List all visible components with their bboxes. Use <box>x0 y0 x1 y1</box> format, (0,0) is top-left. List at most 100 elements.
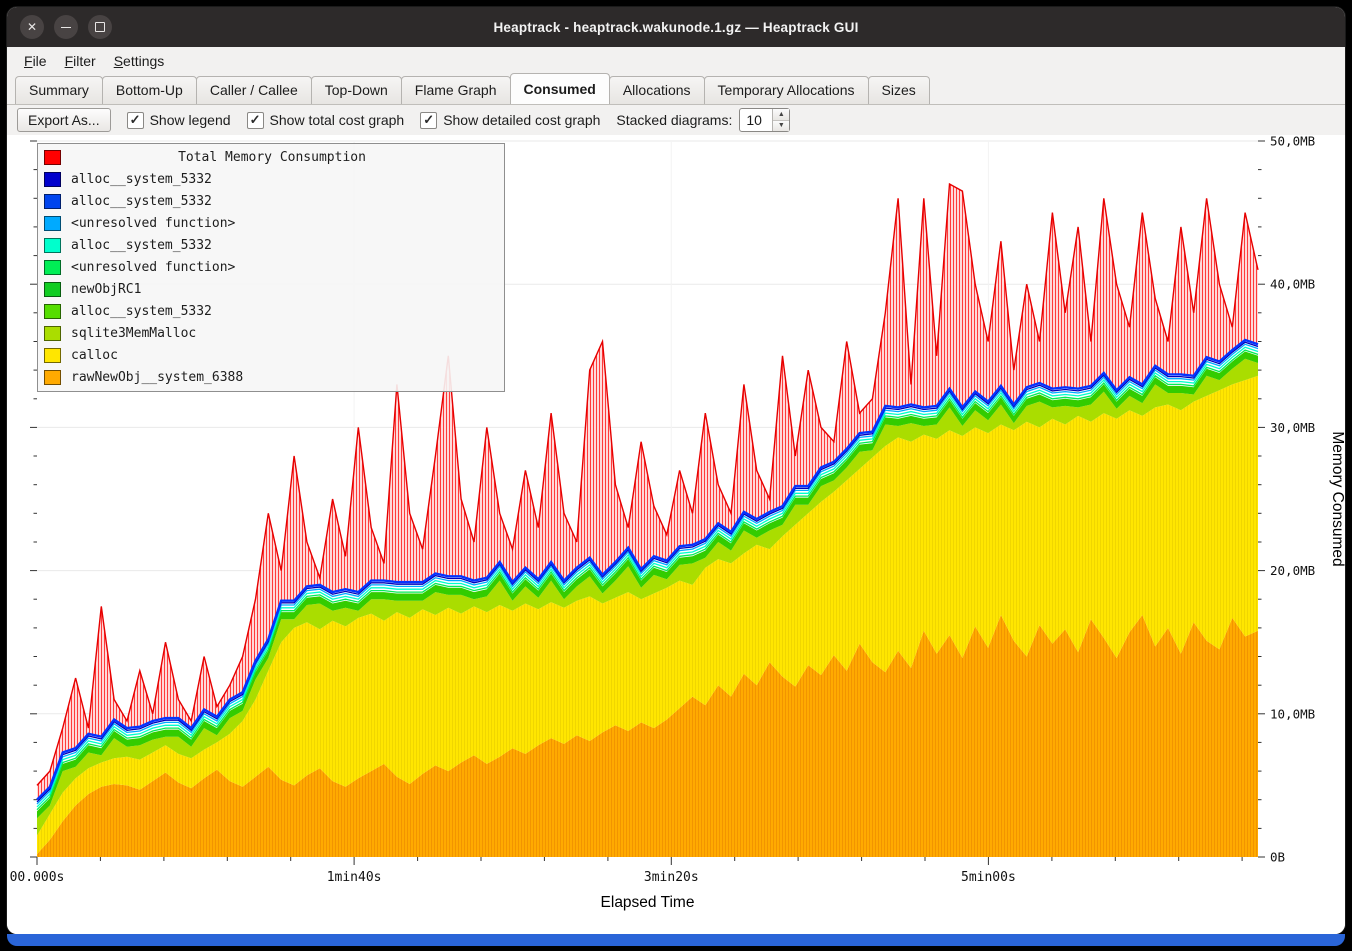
legend-item: alloc__system_5332 <box>38 168 504 190</box>
legend-label: alloc__system_5332 <box>71 303 212 319</box>
stacked-diagrams-label: Stacked diagrams: <box>616 112 733 128</box>
thin-line-2 <box>36 343 1259 805</box>
series-total-line <box>36 182 1259 786</box>
heaptrack-window: ✕ Heaptrack - heaptrack.wakunode.1.gz — … <box>7 7 1345 934</box>
legend-label: calloc <box>71 347 118 363</box>
legend-item: alloc__system_5332 <box>38 300 504 322</box>
checkbox-box[interactable]: ✓ <box>126 111 144 129</box>
stacked-diagrams-spinner[interactable]: 10 ▲ ▼ <box>739 108 791 132</box>
legend-label: rawNewObj__system_6388 <box>71 369 244 385</box>
series-rawnewobj <box>37 615 1258 857</box>
x-tick-label: 5min00s <box>961 870 1016 885</box>
legend-swatch <box>44 259 61 275</box>
tabbar: Summary Bottom-Up Caller / Callee Top-Do… <box>7 73 1345 105</box>
checkbox-label: Show detailed cost graph <box>443 112 601 128</box>
chart-legend: Total Memory Consumption alloc__system_53… <box>37 143 505 392</box>
checkbox-show-total-cost-graph[interactable]: ✓ Show total cost graph <box>246 111 405 129</box>
menu-settings[interactable]: Settings <box>113 53 165 69</box>
series-green-group <box>37 351 1258 819</box>
legend-swatch <box>44 171 61 187</box>
maximize-icon <box>95 22 105 32</box>
tab-top-down[interactable]: Top-Down <box>310 76 402 104</box>
checkbox-box[interactable]: ✓ <box>420 111 438 129</box>
legend-label: <unresolved function> <box>71 259 236 275</box>
checkbox-show-detailed-cost-graph[interactable]: ✓ Show detailed cost graph <box>420 111 601 129</box>
thin-line-1 <box>36 346 1259 808</box>
spinner-up-button[interactable]: ▲ <box>773 109 790 121</box>
menubar: File Filter Settings <box>7 47 1345 75</box>
legend-item: alloc__system_5332 <box>38 190 504 212</box>
series-calloc <box>37 375 1258 855</box>
legend-swatch <box>44 347 61 363</box>
check-icon: ✓ <box>249 112 261 127</box>
legend-swatch <box>44 237 61 253</box>
legend-swatch <box>44 325 61 341</box>
checkbox-show-legend[interactable]: ✓ Show legend <box>126 111 231 129</box>
legend-item: rawNewObj__system_6388 <box>38 366 504 388</box>
tab-caller-callee[interactable]: Caller / Callee <box>195 76 312 104</box>
check-icon: ✓ <box>423 112 435 127</box>
legend-label: alloc__system_5332 <box>71 193 212 209</box>
close-button[interactable]: ✕ <box>20 15 44 39</box>
legend-item: <unresolved function> <box>38 212 504 234</box>
tab-bottom-up[interactable]: Bottom-Up <box>101 76 197 104</box>
legend-swatch <box>44 149 61 165</box>
legend-item: sqlite3MemMalloc <box>38 322 504 344</box>
export-as-button[interactable]: Export As... <box>17 108 111 132</box>
y-tick-label: 40,0MB <box>1270 277 1315 292</box>
legend-item: calloc <box>38 344 504 366</box>
minimize-button[interactable] <box>54 15 78 39</box>
window-title: Heaptrack - heaptrack.wakunode.1.gz — He… <box>493 19 859 35</box>
chart-area: 0B 10,0MB 20,0MB 30,0MB 40,0MB 50,0MB 00.000s 1… <box>7 135 1345 934</box>
check-icon: ✓ <box>129 112 141 127</box>
legend-label: <unresolved function> <box>71 215 236 231</box>
y-axis-title: Memory Consumed <box>1329 431 1345 566</box>
x-tick-label: 1min40s <box>327 870 382 885</box>
toolbar: Export As... ✓ Show legend ✓ Show total … <box>7 105 1345 135</box>
y-tick-label: 50,0MB <box>1270 135 1315 149</box>
menu-filter[interactable]: Filter <box>64 53 96 69</box>
tab-sizes[interactable]: Sizes <box>867 76 930 104</box>
legend-item: newObjRC1 <box>38 278 504 300</box>
legend-swatch <box>44 281 61 297</box>
legend-label: newObjRC1 <box>71 281 142 297</box>
y-tick-label: 10,0MB <box>1270 706 1315 721</box>
consumed-memory-chart[interactable]: 0B 10,0MB 20,0MB 30,0MB 40,0MB 50,0MB 00.000s 1… <box>7 135 1345 934</box>
spinner-down-button[interactable]: ▼ <box>773 120 790 131</box>
legend-swatch <box>44 193 61 209</box>
menu-file[interactable]: File <box>24 53 47 69</box>
legend-label: Total Memory Consumption <box>178 149 366 165</box>
minimize-icon <box>61 26 71 28</box>
x-tick-label: 00.000s <box>10 870 65 885</box>
thin-line-3 <box>36 341 1259 803</box>
legend-title-row: Total Memory Consumption <box>38 146 504 168</box>
tab-temporary-allocations[interactable]: Temporary Allocations <box>703 76 869 104</box>
tab-summary[interactable]: Summary <box>15 76 103 104</box>
y-tick-label: 0B <box>1270 850 1285 865</box>
legend-item: alloc__system_5332 <box>38 234 504 256</box>
y-tick-label: 30,0MB <box>1270 420 1315 435</box>
legend-swatch <box>44 215 61 231</box>
checkbox-label: Show total cost graph <box>269 112 405 128</box>
maximize-button[interactable] <box>88 15 112 39</box>
checkbox-box[interactable]: ✓ <box>246 111 264 129</box>
legend-swatch <box>44 303 61 319</box>
thin-line-0 <box>36 349 1259 811</box>
thin-line-4 <box>36 338 1259 801</box>
x-axis-title: Elapsed Time <box>601 894 695 911</box>
legend-label: alloc__system_5332 <box>71 237 212 253</box>
tab-allocations[interactable]: Allocations <box>608 76 705 104</box>
checkbox-label: Show legend <box>149 112 231 128</box>
spinner-value[interactable]: 10 <box>746 112 762 128</box>
window-controls: ✕ <box>20 15 112 39</box>
tab-flame-graph[interactable]: Flame Graph <box>400 76 511 104</box>
titlebar: ✕ Heaptrack - heaptrack.wakunode.1.gz — … <box>7 7 1345 47</box>
bottom-accent-strip <box>7 934 1345 946</box>
legend-label: sqlite3MemMalloc <box>71 325 197 341</box>
tab-consumed[interactable]: Consumed <box>509 73 610 104</box>
legend-item: <unresolved function> <box>38 256 504 278</box>
series-sqlite3memmalloc <box>37 358 1258 836</box>
legend-label: alloc__system_5332 <box>71 171 212 187</box>
stacked-diagrams-control: Stacked diagrams: 10 ▲ ▼ <box>616 108 791 132</box>
series-total <box>37 184 1258 800</box>
